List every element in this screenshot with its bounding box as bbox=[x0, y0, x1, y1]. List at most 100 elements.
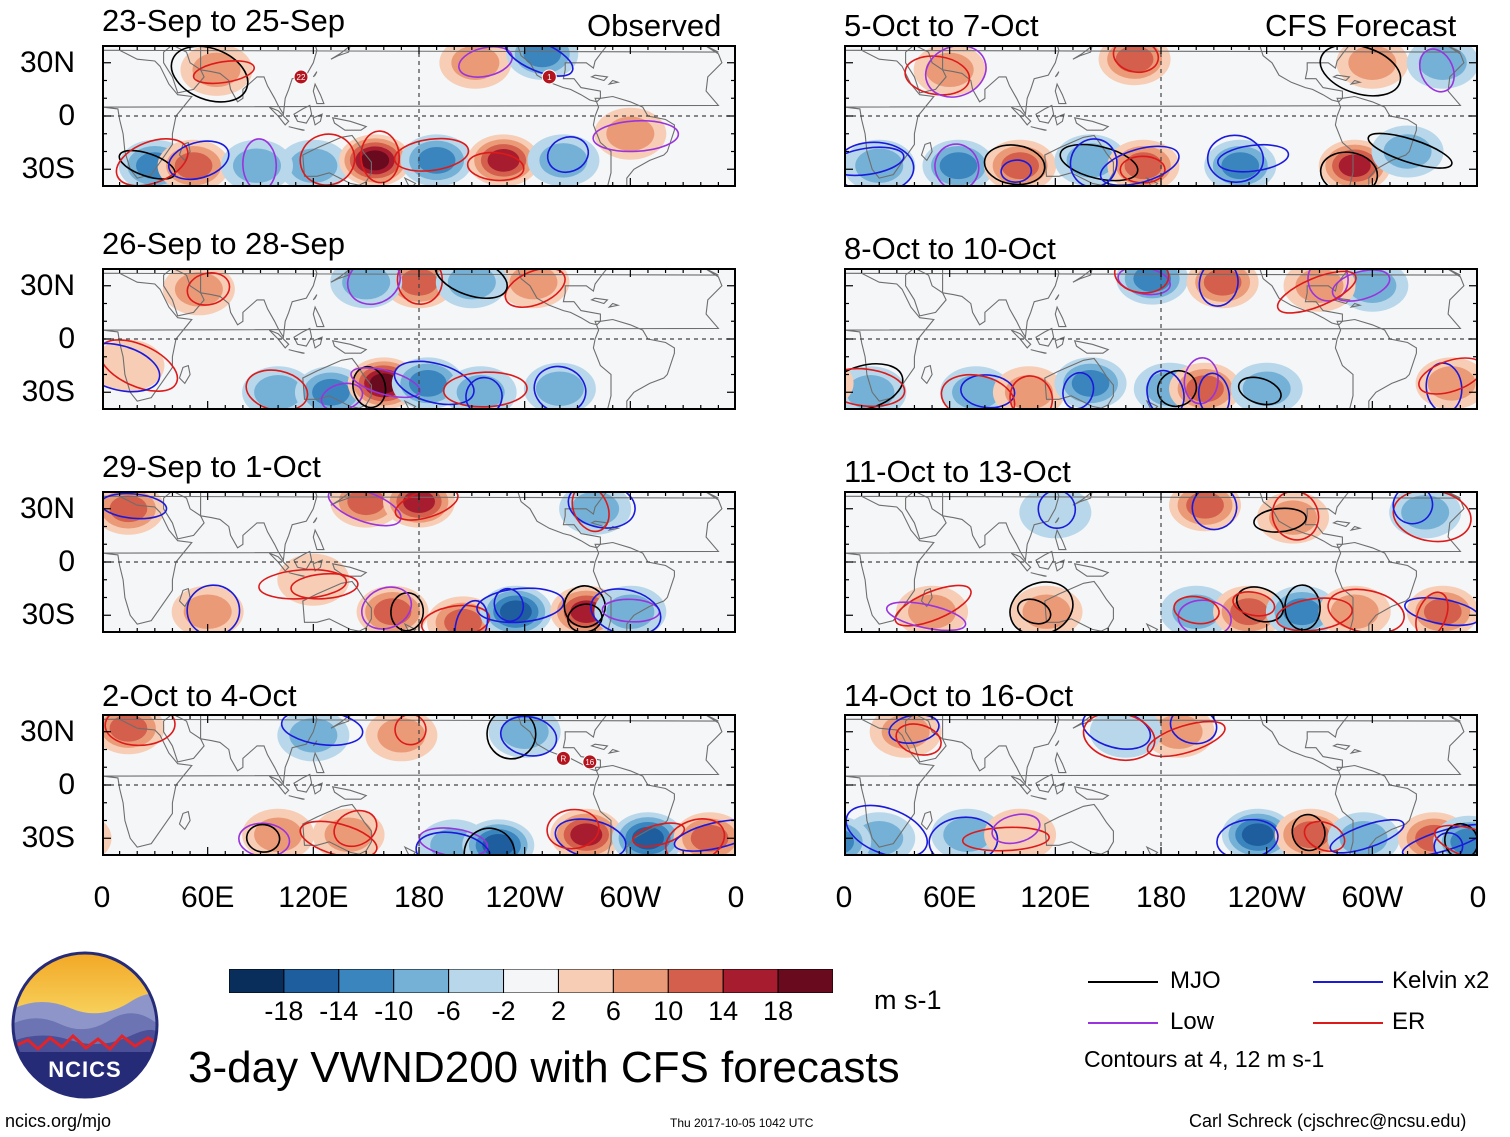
colorbar-swatch bbox=[448, 968, 505, 994]
anomaly-shade bbox=[1004, 375, 1053, 410]
contour-line bbox=[546, 136, 590, 174]
lon-label: 0 bbox=[835, 881, 853, 914]
lon-label: 120E bbox=[278, 881, 349, 914]
panel-date-fc-1: 5-Oct to 7-Oct bbox=[844, 8, 1039, 43]
coastline bbox=[312, 517, 318, 524]
contour-line bbox=[546, 808, 600, 850]
coastline bbox=[1072, 45, 1093, 60]
contour-line bbox=[486, 714, 537, 760]
anomaly-shade bbox=[1089, 714, 1162, 758]
contour-line bbox=[1329, 818, 1405, 854]
contour-line bbox=[186, 584, 241, 633]
contour-line bbox=[665, 818, 726, 856]
coastline bbox=[1259, 714, 1351, 772]
contour-line bbox=[1112, 45, 1160, 74]
anomaly-shade bbox=[487, 149, 520, 172]
coastline bbox=[1332, 743, 1351, 751]
contour-line bbox=[415, 831, 492, 856]
contour-line bbox=[1217, 143, 1290, 173]
contour-line bbox=[885, 601, 967, 632]
footer-url[interactable]: ncics.org/mjo bbox=[5, 1111, 112, 1131]
header-observed: Observed bbox=[587, 8, 722, 43]
coastline bbox=[312, 528, 325, 551]
coastline bbox=[1332, 520, 1351, 528]
coastline bbox=[331, 786, 368, 800]
coastline bbox=[1334, 541, 1417, 633]
contour-line bbox=[299, 133, 356, 186]
storm-marker bbox=[541, 69, 557, 85]
storm-marker bbox=[582, 754, 598, 770]
coastline bbox=[1334, 95, 1417, 187]
coastline bbox=[312, 82, 325, 105]
coastline bbox=[1010, 552, 1032, 572]
coastline bbox=[1073, 786, 1110, 800]
colorbar-label: 6 bbox=[605, 996, 621, 1026]
coastline bbox=[1054, 336, 1065, 349]
contour-line bbox=[1099, 145, 1180, 187]
contour-line bbox=[360, 130, 401, 184]
coastline bbox=[1054, 528, 1067, 551]
coastline bbox=[1035, 327, 1055, 347]
contour-line bbox=[1216, 818, 1279, 856]
colorbar-label: 2 bbox=[550, 996, 566, 1026]
coastline bbox=[312, 71, 318, 78]
anomaly-shade bbox=[939, 152, 978, 180]
contour-line bbox=[1392, 491, 1434, 525]
coastline bbox=[312, 336, 323, 349]
contour-line bbox=[420, 604, 491, 633]
contour-line bbox=[1237, 376, 1282, 406]
anomaly-shade bbox=[254, 375, 303, 410]
legend-line-kelvin bbox=[1313, 981, 1383, 983]
lat-label: 30N bbox=[19, 268, 75, 302]
coastline bbox=[302, 803, 372, 855]
contour-line bbox=[454, 599, 489, 633]
contour-line bbox=[928, 816, 999, 856]
map-panel bbox=[844, 45, 1478, 187]
contour-line bbox=[102, 339, 179, 392]
header-forecast: CFS Forecast bbox=[1265, 8, 1457, 43]
legend-label-kelvin: Kelvin x2 bbox=[1392, 967, 1490, 994]
legend-line-er bbox=[1313, 1022, 1383, 1024]
contour-line bbox=[499, 715, 558, 757]
coastline bbox=[1334, 318, 1417, 410]
contour-line bbox=[844, 141, 915, 187]
contour-line bbox=[1173, 595, 1220, 625]
lon-label: 0 bbox=[727, 881, 745, 914]
anomaly-shade bbox=[174, 272, 223, 307]
lat-label: 0 bbox=[58, 322, 75, 355]
coastline bbox=[1054, 71, 1060, 78]
contour-line bbox=[567, 491, 636, 529]
coastline bbox=[1035, 550, 1055, 570]
contour-line bbox=[242, 138, 278, 187]
panel-date-obs-4: 2-Oct to 4-Oct bbox=[102, 678, 297, 713]
contour-line bbox=[554, 818, 627, 856]
contour-line bbox=[983, 144, 1046, 186]
contour-line bbox=[940, 373, 1016, 410]
anomaly-shade bbox=[342, 268, 391, 300]
storm-label: 16 bbox=[585, 758, 594, 767]
storm-label: 22 bbox=[297, 73, 306, 82]
anomaly-shade bbox=[183, 594, 232, 629]
anomaly-shade bbox=[400, 268, 438, 296]
colorbar-label: 10 bbox=[653, 996, 684, 1026]
coastline bbox=[607, 302, 621, 308]
colorbar-swatch bbox=[283, 968, 340, 994]
lon-label: 60W bbox=[1341, 881, 1404, 914]
coastline bbox=[302, 357, 372, 409]
anomaly-shade bbox=[1001, 152, 1039, 180]
contour-line bbox=[895, 723, 942, 756]
contour-line bbox=[844, 367, 906, 408]
contour-line bbox=[1319, 151, 1379, 187]
coastline bbox=[517, 268, 609, 326]
anomaly-shade bbox=[1348, 45, 1397, 80]
coastline bbox=[592, 95, 675, 187]
coastline bbox=[1010, 329, 1032, 349]
anomaly-shade bbox=[925, 52, 974, 88]
coastline bbox=[590, 74, 609, 82]
legend-label-low: Low bbox=[1170, 1008, 1215, 1035]
contour-line bbox=[934, 143, 980, 187]
contour-line bbox=[238, 822, 291, 856]
contour-line bbox=[390, 592, 425, 632]
anomaly-shade bbox=[1330, 594, 1379, 629]
contour-line bbox=[961, 826, 1050, 852]
